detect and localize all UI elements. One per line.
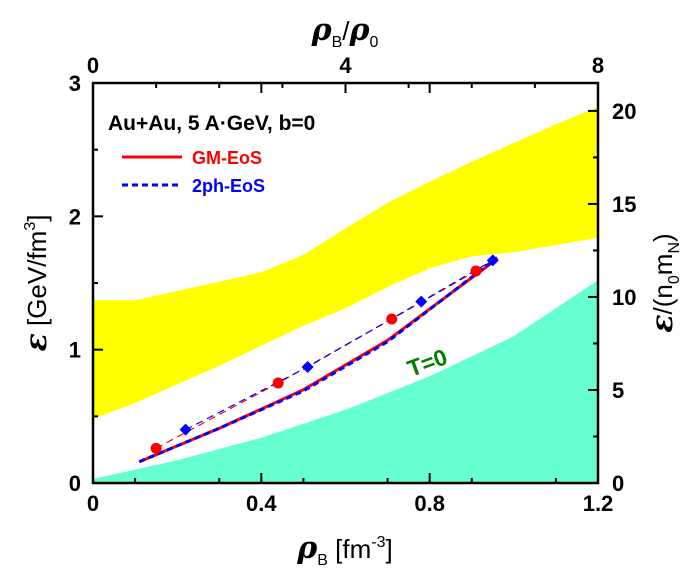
right-tick-label: 10 — [612, 285, 636, 310]
t0-region — [93, 280, 598, 483]
x-axis-title: ρB [fm-3] — [296, 531, 392, 569]
gm-eos-point — [470, 265, 482, 277]
legend: GM-EoS 2ph-EoS — [122, 148, 265, 196]
right-tick-label: 5 — [612, 378, 624, 403]
legend-label: GM-EoS — [192, 148, 262, 168]
legend-label: 2ph-EoS — [192, 176, 265, 196]
2ph-eos-point — [415, 295, 428, 308]
y-tick-label: 1 — [69, 338, 81, 363]
x-tick-label: 0.8 — [414, 491, 445, 516]
x-tick-label: 1.2 — [583, 491, 614, 516]
2ph-eos-point — [301, 361, 314, 373]
x-tick-label: 0 — [87, 491, 99, 516]
right-tick-label: 15 — [612, 192, 636, 217]
top-tick-label: 8 — [592, 53, 604, 78]
y-axis-title: ε [GeV/fm3] — [19, 215, 54, 352]
right-axis-title: ε/(n0mN) — [645, 233, 683, 332]
uncertainty-band — [93, 107, 598, 419]
top-tick-label: 0 — [87, 53, 99, 78]
plot-frame — [91, 81, 600, 485]
y-tick-label: 3 — [69, 71, 81, 96]
x-tick-label: 0.4 — [246, 491, 277, 516]
y-tick-label: 2 — [69, 204, 81, 229]
right-tick-label: 0 — [612, 471, 624, 496]
series-line-2ph-eos — [138, 256, 498, 464]
gm-eos-point — [386, 313, 398, 325]
right-tick-label: 20 — [612, 99, 636, 124]
gm-eos-point — [150, 442, 162, 454]
top-tick-label: 4 — [339, 53, 352, 78]
2ph-eos-point — [179, 423, 192, 436]
annotation-text: Au+Au, 5 A·GeV, b=0 — [108, 112, 315, 135]
top-axis-title: ρB/ρ0 — [311, 13, 379, 51]
2ph-eos-point — [486, 254, 499, 267]
plot-curves — [138, 254, 499, 464]
gm-eos-point — [272, 377, 284, 389]
y-tick-label: 0 — [69, 471, 81, 496]
plot-areas — [93, 107, 598, 483]
